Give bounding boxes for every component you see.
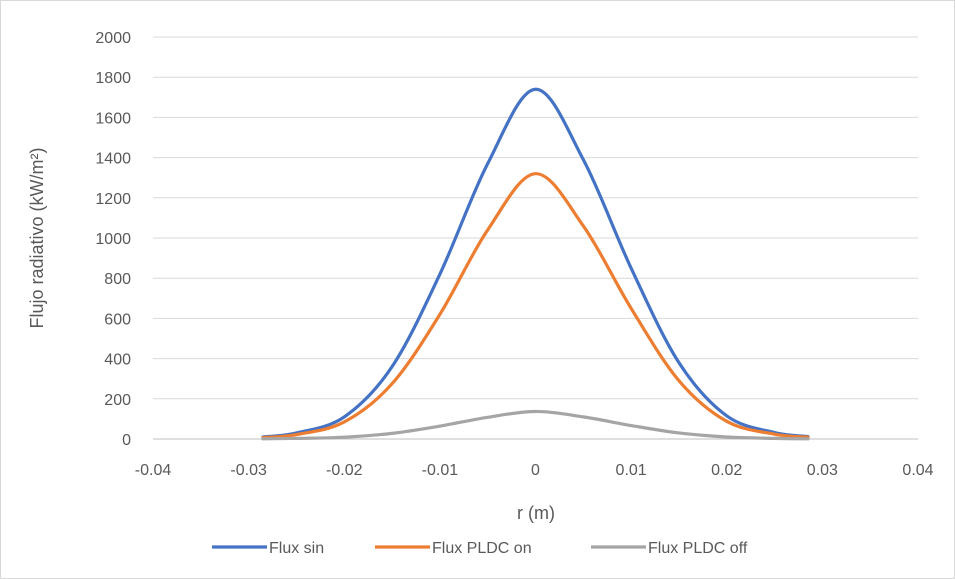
y-tick-label: 400 <box>104 352 131 369</box>
x-axis-ticks: -0.04 -0.03 -0.02 -0.01 0 0.01 0.02 0.03 0.04 <box>135 462 934 479</box>
y-tick-label: 1800 <box>95 70 131 87</box>
legend-label: Flux sin <box>269 540 324 557</box>
gridlines <box>153 36 918 440</box>
y-tick-label: 1200 <box>95 191 131 208</box>
y-tick-label: 1400 <box>95 151 131 168</box>
legend: Flux sin Flux PLDC on Flux PLDC off <box>212 540 748 557</box>
x-tick-label: -0.03 <box>230 462 267 479</box>
series-line <box>261 87 810 439</box>
y-tick-label: 200 <box>104 392 131 409</box>
series-line <box>261 409 810 441</box>
y-tick-label: 600 <box>104 311 131 328</box>
x-tick-label: 0.03 <box>807 462 838 479</box>
x-tick-label: -0.04 <box>135 462 172 479</box>
legend-label: Flux PLDC on <box>432 540 532 557</box>
x-tick-label: 0.02 <box>711 462 742 479</box>
series-line <box>261 172 810 440</box>
y-tick-label: 1600 <box>95 110 131 127</box>
x-tick-label: 0.01 <box>616 462 647 479</box>
x-tick-label: -0.01 <box>422 462 459 479</box>
y-tick-label: 0 <box>122 432 131 449</box>
y-tick-label: 2000 <box>95 30 131 47</box>
y-tick-label: 800 <box>104 271 131 288</box>
legend-label: Flux PLDC off <box>648 540 748 557</box>
series-lines <box>261 87 810 441</box>
y-axis-ticks: 0 200 400 600 800 1000 1200 1400 1600 1800 2000 <box>95 30 131 449</box>
x-tick-label: 0.04 <box>902 462 933 479</box>
y-tick-label: 1000 <box>95 231 131 248</box>
x-axis-label: r (m) <box>517 503 555 523</box>
x-tick-label: 0 <box>531 462 540 479</box>
x-tick-label: -0.02 <box>326 462 363 479</box>
y-axis-label: Flujo radiativo (kW/m²) <box>27 147 47 328</box>
